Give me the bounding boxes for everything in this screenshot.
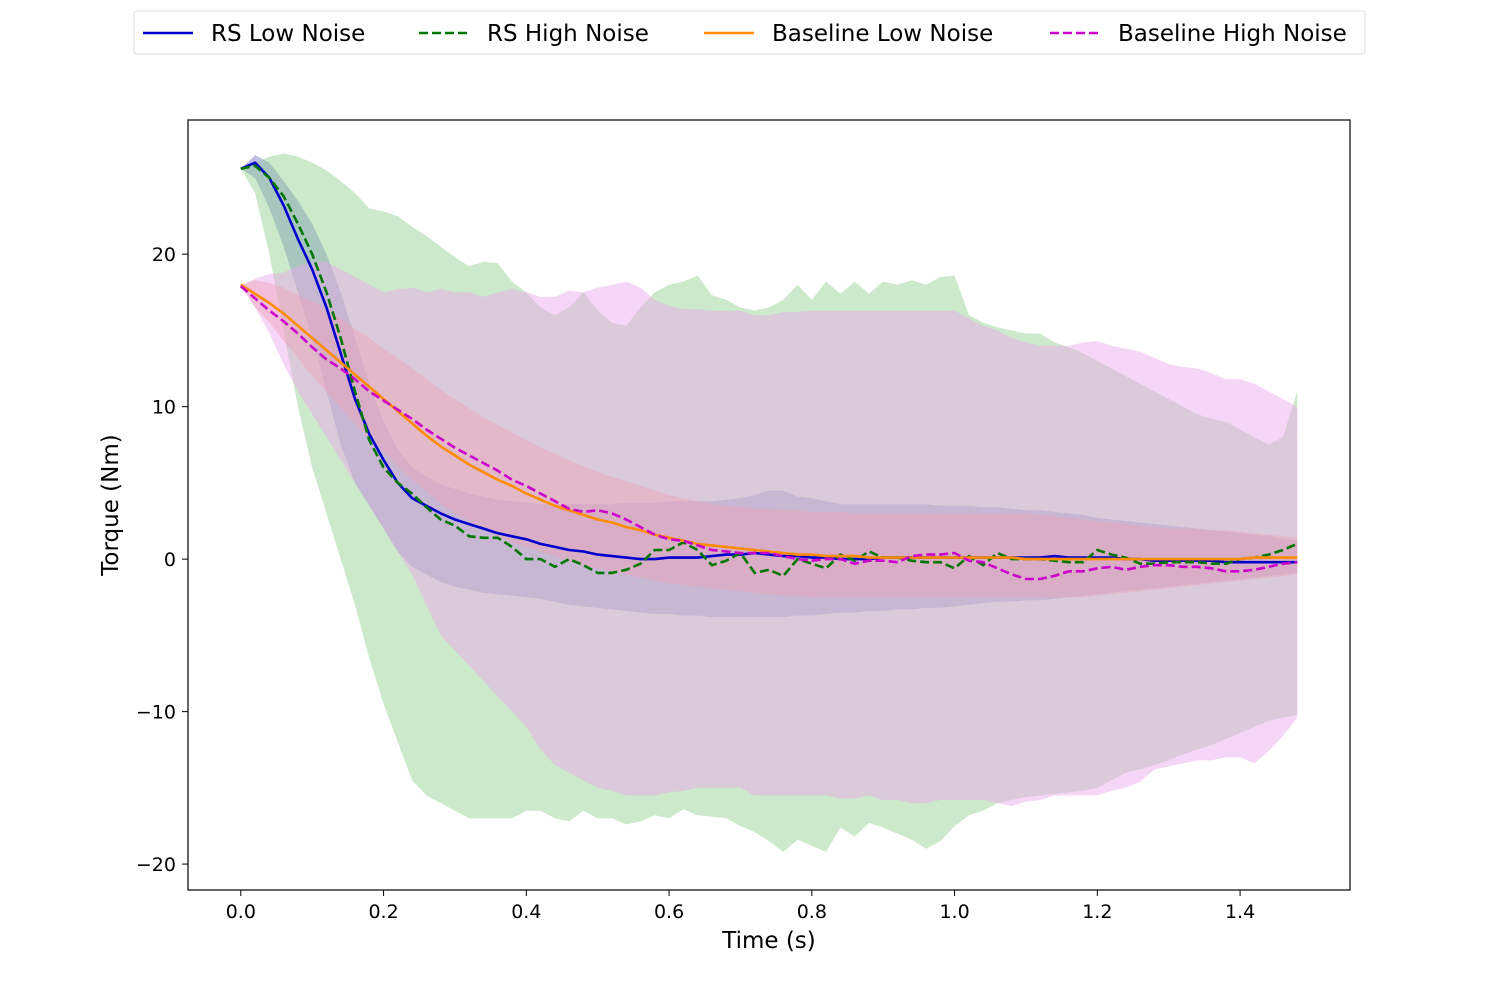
y-tick-label: 10 [152,397,176,419]
y-tick-label: 20 [152,244,176,266]
legend: RS Low Noise RS High Noise Baseline Low No… [133,10,1366,55]
x-tick-label: 0.0 [226,901,256,923]
legend-label-rs-low-noise: RS Low Noise [211,21,365,47]
x-tick-label: 0.8 [797,901,827,923]
line-baseline-high-noise [239,285,1298,581]
line-baseline-low-noise [240,283,1298,561]
y-tick-label: 0 [164,549,176,571]
y-tick-label: −20 [136,854,176,876]
x-tick-label: 0.6 [654,901,684,923]
band-rs-high-noise [240,153,1298,852]
x-axis-label: Time (s) [721,928,816,954]
x-tick-label: 1.0 [939,901,969,923]
plot-frame [187,119,1351,891]
x-tick-label: 0.4 [511,901,541,923]
band-baseline-high-noise [240,261,1298,807]
legend-label-baseline-low-noise: Baseline Low Noise [772,21,993,47]
y-axis-ticks: −20 −10 0 10 20 [136,244,188,876]
y-axis-label: Torque (Nm) [98,434,124,576]
legend-label-rs-high-noise: RS High Noise [487,21,649,47]
x-tick-label: 1.2 [1082,901,1112,923]
legend-label-baseline-high-noise: Baseline High Noise [1118,21,1347,47]
confidence-bands [240,153,1298,852]
series-lines [239,161,1298,581]
y-tick-label: −10 [136,702,176,724]
band-rs-low-noise [240,155,1298,618]
x-axis-ticks: 0.0 0.2 0.4 0.6 0.8 1.0 1.2 1.4 [226,890,1255,923]
x-tick-label: 1.4 [1225,901,1255,923]
x-tick-label: 0.2 [368,901,398,923]
band-baseline-low-noise [240,280,1298,598]
line-rs-high-noise [240,164,1298,578]
